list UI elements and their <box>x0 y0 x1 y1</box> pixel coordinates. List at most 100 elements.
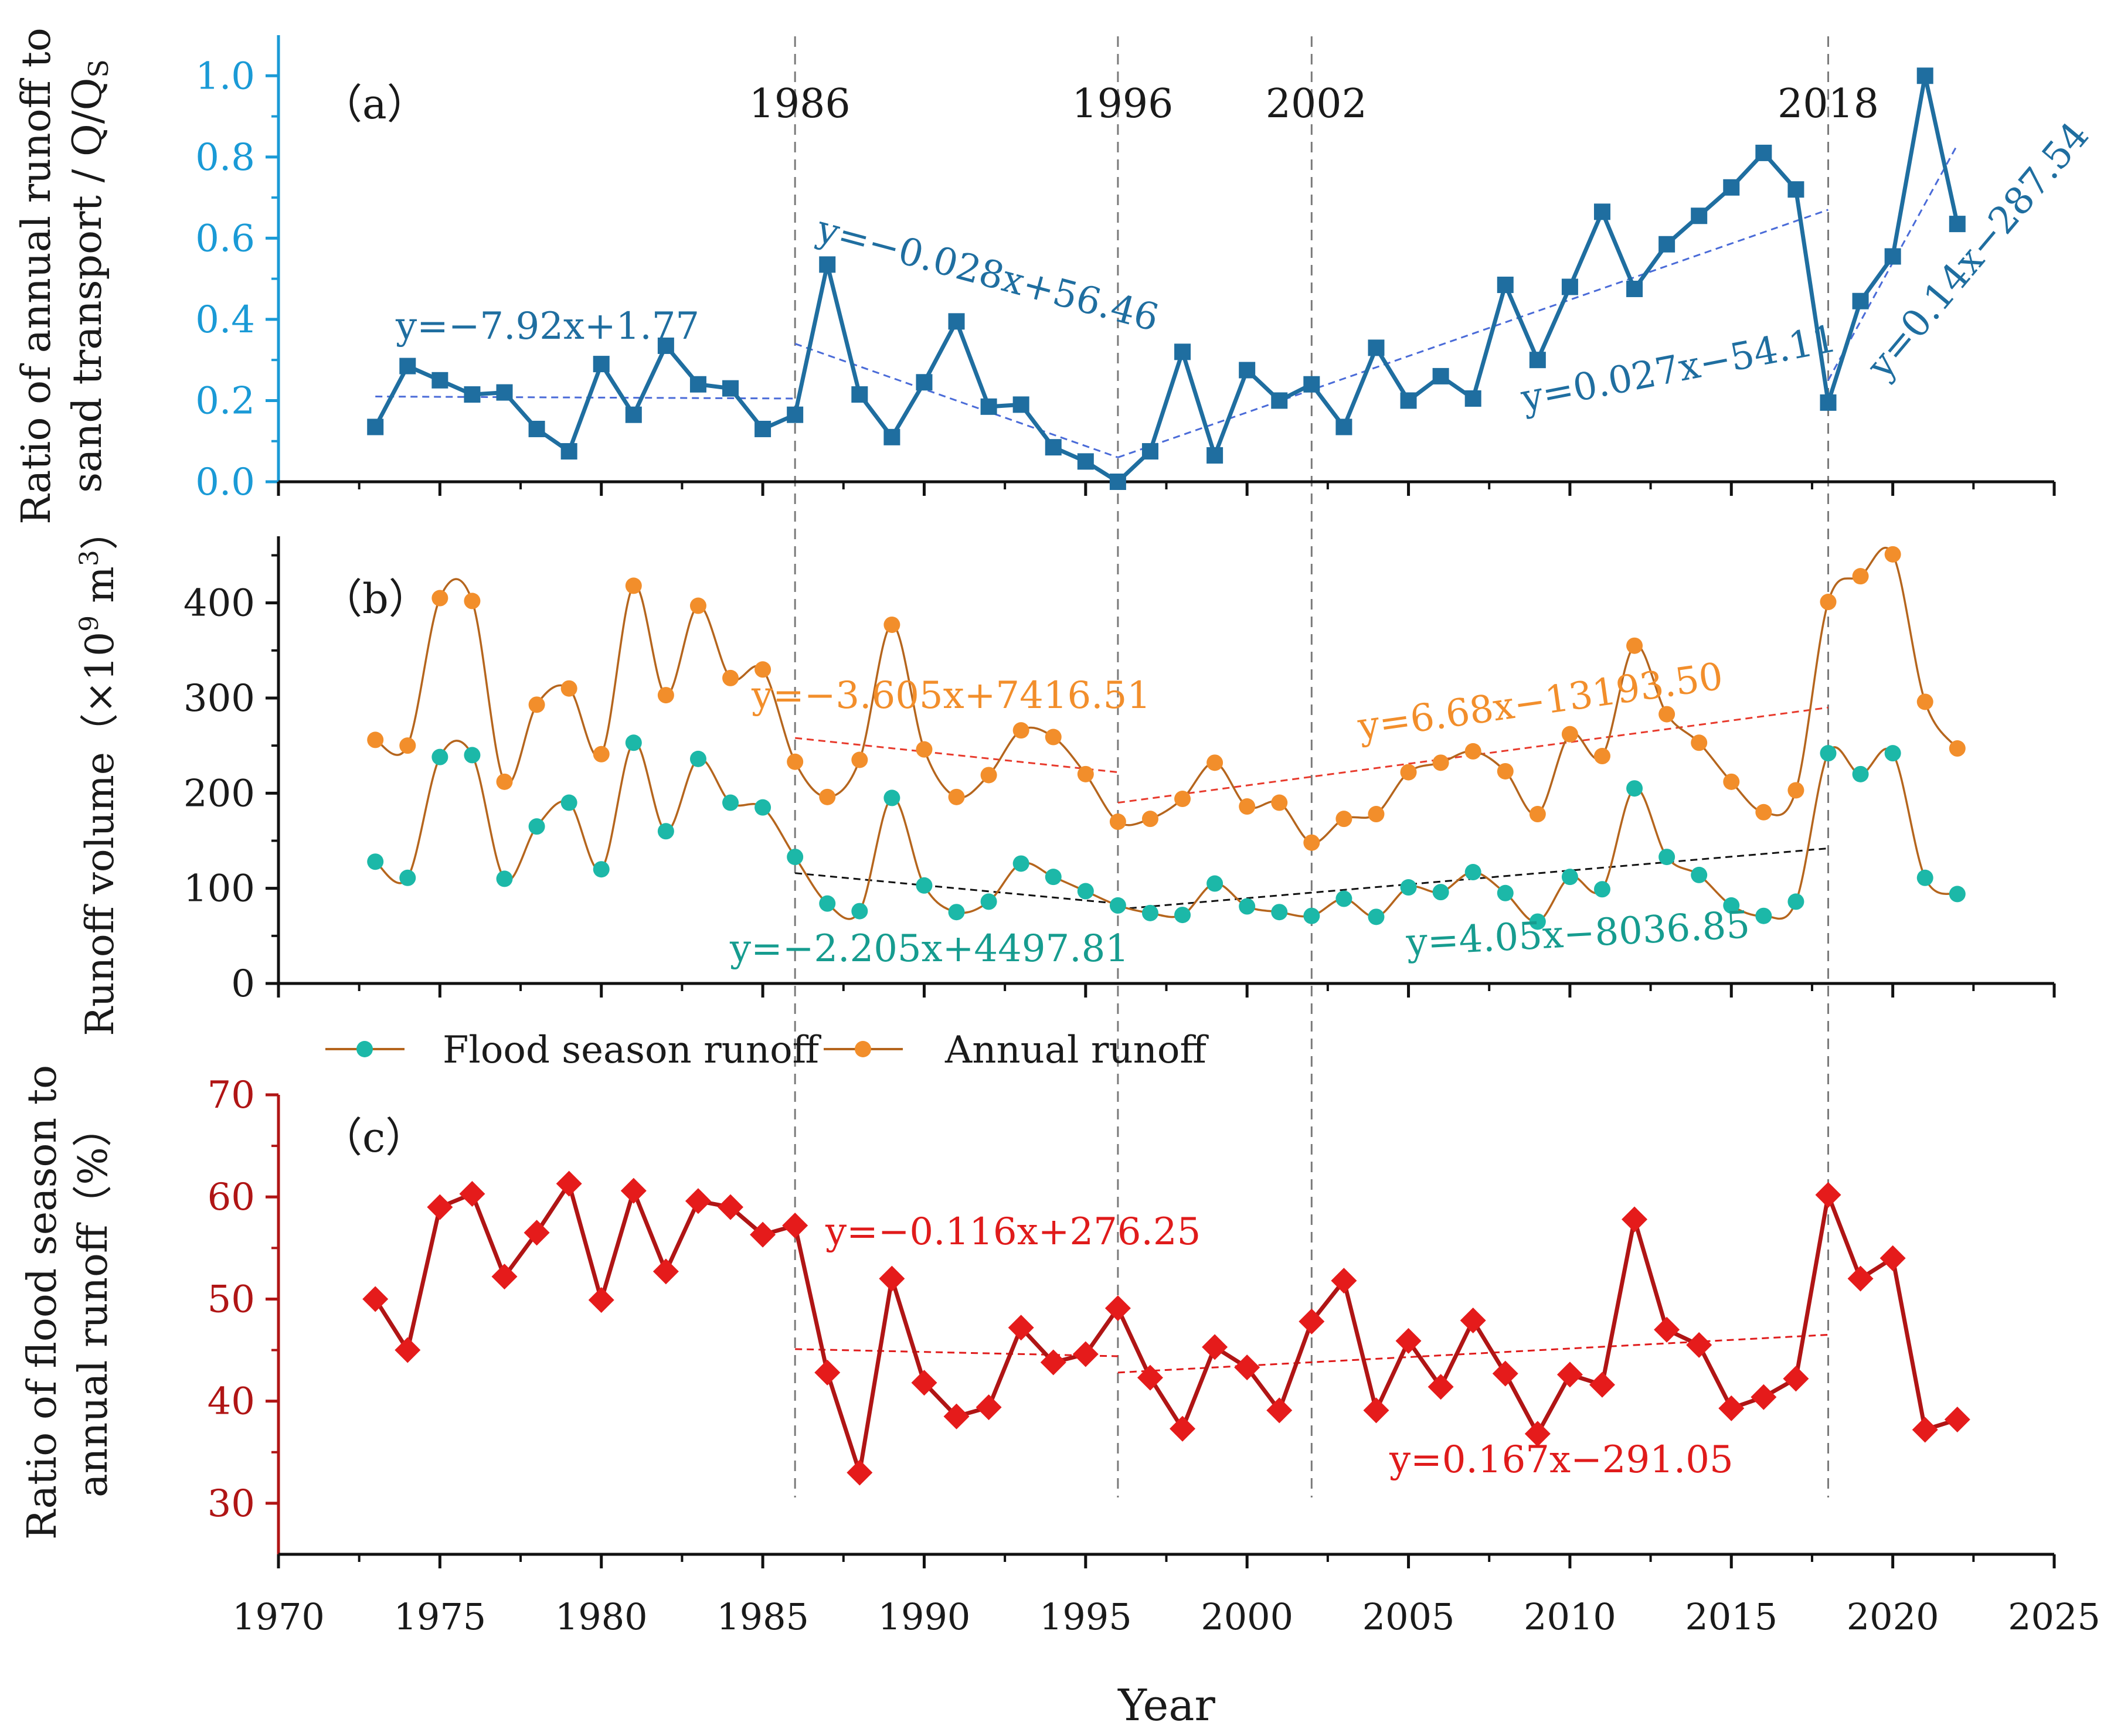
panel-b-point-flood-1979 <box>560 794 577 811</box>
panel-a-point-1994 <box>1045 439 1062 456</box>
panel-a-point-2015 <box>1723 179 1740 196</box>
panel-b-point-flood-1999 <box>1206 875 1223 892</box>
panel-a-point-1986 <box>787 406 804 423</box>
panel-b-point-flood-1980 <box>593 861 610 878</box>
panel-c-point-2020 <box>1880 1245 1906 1271</box>
panel-a-trend-line-1 <box>375 396 796 400</box>
panel-c-point-1974 <box>395 1337 421 1363</box>
panel-b-ytick-label: 0 <box>231 962 255 1006</box>
break-label-1996: 1996 <box>1072 81 1173 127</box>
panel-b-point-annual-2021 <box>1916 693 1933 710</box>
panel-c-ytick-label: 60 <box>208 1176 255 1219</box>
x-tick-label-2000: 2000 <box>1201 1595 1293 1638</box>
panel-b-point-annual-1997 <box>1141 811 1158 828</box>
panel-c-point-2017 <box>1783 1366 1809 1392</box>
panel-b-point-annual-1973 <box>367 731 384 748</box>
panel-b-point-flood-1990 <box>916 877 933 894</box>
panel-b: （b） Runoff volume（×109 m3） 0 100 200 300 400… <box>74 511 2056 1036</box>
x-tick-label-2025: 2025 <box>2008 1595 2101 1638</box>
panel-b-point-flood-1973 <box>367 853 384 870</box>
panel-c-point-2018 <box>1815 1182 1841 1208</box>
panel-b-point-annual-1975 <box>431 590 448 607</box>
panel-a-point-2012 <box>1626 280 1643 297</box>
panel-c-point-1981 <box>620 1177 647 1204</box>
panel-c-ytick-label: 40 <box>208 1380 255 1424</box>
panel-c-point-1993 <box>1008 1315 1034 1341</box>
panel-b-point-annual-1984 <box>722 669 739 686</box>
panel-a-point-1974 <box>399 358 416 375</box>
panel-b-point-flood-1993 <box>1012 855 1029 872</box>
panel-c-point-1988 <box>847 1459 873 1486</box>
panel-c-point-1983 <box>685 1188 711 1214</box>
panel-a-point-1984 <box>722 380 739 397</box>
panel-a-point-1989 <box>883 428 900 445</box>
panel-b-point-flood-2002 <box>1303 907 1320 924</box>
panel-c-point-2013 <box>1654 1316 1680 1343</box>
panel-b-point-annual-2019 <box>1852 568 1869 585</box>
panel-a-point-2003 <box>1335 418 1352 435</box>
panel-b-point-annual-2001 <box>1271 794 1288 811</box>
panel-b-point-annual-1991 <box>948 788 965 805</box>
panel-b-point-annual-2011 <box>1593 748 1610 765</box>
panel-b-point-flood-2000 <box>1239 898 1256 915</box>
panel-b-point-flood-2019 <box>1852 765 1869 782</box>
panel-b-point-flood-1975 <box>431 748 448 765</box>
panel-b-point-annual-1987 <box>819 788 836 805</box>
panel-a-point-2014 <box>1691 207 1708 224</box>
panel-c-point-1980 <box>588 1287 614 1313</box>
panel-b-point-flood-2021 <box>1916 869 1933 886</box>
panel-c-point-1978 <box>524 1220 550 1246</box>
panel-b-point-flood-2012 <box>1626 780 1643 797</box>
panel-b-point-flood-2020 <box>1884 745 1901 762</box>
x-tick-label-1995: 1995 <box>1039 1595 1132 1638</box>
panel-c-point-1977 <box>491 1264 518 1290</box>
panel-c-point-1979 <box>556 1170 582 1197</box>
panel-b-series-line-flood <box>375 740 1958 923</box>
panel-b-point-flood-2009 <box>1529 913 1546 930</box>
panel-b-point-flood-2003 <box>1335 890 1352 907</box>
panel-b-point-flood-2017 <box>1787 893 1804 910</box>
panel-b-point-annual-1999 <box>1206 754 1223 771</box>
panel-a-point-2010 <box>1561 278 1578 295</box>
panel-b-point-annual-2002 <box>1303 834 1320 851</box>
panel-c-point-1973 <box>362 1286 389 1312</box>
x-tick-label-2015: 2015 <box>1685 1595 1777 1638</box>
panel-b-point-flood-2008 <box>1497 884 1514 901</box>
panel-c-point-2001 <box>1266 1397 1293 1424</box>
panel-b-point-annual-1976 <box>464 593 481 610</box>
panel-b-point-flood-1996 <box>1109 897 1126 914</box>
panel-c-point-2007 <box>1460 1308 1486 1334</box>
panel-b-point-flood-1982 <box>657 823 674 840</box>
legend-annual-label: Annual runoff <box>944 1029 1209 1072</box>
x-tick-label-1990: 1990 <box>878 1595 971 1638</box>
panel-a-point-1982 <box>657 337 674 354</box>
x-tick-label-2005: 2005 <box>1362 1595 1455 1638</box>
panel-c-point-1984 <box>718 1194 744 1220</box>
panel-a-point-2001 <box>1271 392 1288 409</box>
panel-c-point-2014 <box>1686 1332 1712 1358</box>
panel-b-point-flood-1974 <box>399 869 416 886</box>
panel-b-point-annual-1978 <box>528 696 545 713</box>
panel-a-point-1999 <box>1206 447 1223 464</box>
panel-b-point-annual-2008 <box>1497 763 1514 780</box>
panel-b-label: （b） <box>321 575 430 623</box>
panel-a-point-2022 <box>1949 216 1966 233</box>
panel-b-point-flood-2011 <box>1593 881 1610 898</box>
panel-a-ylabel-text: sand transport / Q/Q <box>64 78 111 493</box>
panel-a-point-2020 <box>1884 248 1901 265</box>
panel-c-point-2011 <box>1589 1371 1615 1398</box>
x-tick-label-1975: 1975 <box>393 1595 486 1638</box>
panel-a-point-1997 <box>1141 443 1158 460</box>
panel-b-point-flood-1985 <box>754 799 771 816</box>
panel-b-point-flood-1976 <box>464 747 481 764</box>
panel-b-trend-line-1 <box>795 737 1119 774</box>
legend: Flood season runoff Annual runoff <box>325 1029 1209 1072</box>
panel-b-point-flood-2005 <box>1400 879 1417 896</box>
panel-a-point-1981 <box>625 406 642 423</box>
panel-b-point-annual-1998 <box>1174 791 1191 808</box>
panel-b-point-annual-1977 <box>496 773 513 790</box>
panel-b-point-annual-2022 <box>1949 740 1966 757</box>
x-axis-label: Year <box>1117 1680 1215 1731</box>
panel-b-point-flood-2007 <box>1464 864 1481 881</box>
panel-c-point-2016 <box>1751 1384 1777 1410</box>
